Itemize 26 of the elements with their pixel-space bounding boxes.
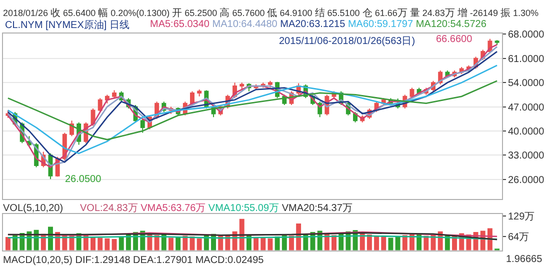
y-tick-label: 54.0000 [508, 78, 545, 90]
y-tick-label: 129万 [508, 212, 535, 223]
text: MA120:54.5726 [416, 19, 487, 30]
text: MA20:63.1215 [280, 19, 346, 30]
y-tick-label: 64万 [508, 232, 530, 243]
text: 1.96665 [506, 254, 543, 265]
y-tick-label: 68.0000 [508, 30, 545, 41]
series-label: VMA5:63.76万 [140, 203, 206, 214]
chart-subtitle: CL.NYM [NYMEX原油] 日线 [5, 19, 130, 31]
y-tick-label: 40.0000 [508, 126, 545, 138]
annotation: 26.0500 [65, 174, 102, 185]
chart-title: 2018/01/26 收 65.6400 幅 0.20%(0.1300) 开 65.2500 高 65.7600 低 64.9100 结 65.5100 仓 61.66万 量 24.83万 增 -26149 振 1.30% [3, 8, 538, 19]
y-tick-label: 26.0000 [508, 174, 545, 186]
y-tick-label: 61.0000 [508, 54, 545, 65]
series-label: VOL:24.83万 [80, 203, 138, 214]
series-label: VMA20:54.37万 [282, 203, 352, 214]
text: VMA10:55.09万 [208, 203, 280, 214]
annotation: 2015/11/06-2018/01/26(563日) [279, 36, 416, 47]
y-tick-label: 33.0000 [508, 150, 545, 162]
text: MA60:59.1797 [348, 19, 414, 30]
text: MA10:64.4480 [212, 19, 278, 30]
text: MACD(10,20,5) DIF:1.29148 DEA:1.27901 MACD:0.02495 [3, 255, 264, 266]
chart-title: VOL(5,10,20) [3, 203, 64, 214]
y-tick-label: 47.0000 [508, 102, 545, 114]
text: MA5:65.0340 [150, 19, 210, 30]
annotation: 66.6600 [436, 34, 473, 45]
